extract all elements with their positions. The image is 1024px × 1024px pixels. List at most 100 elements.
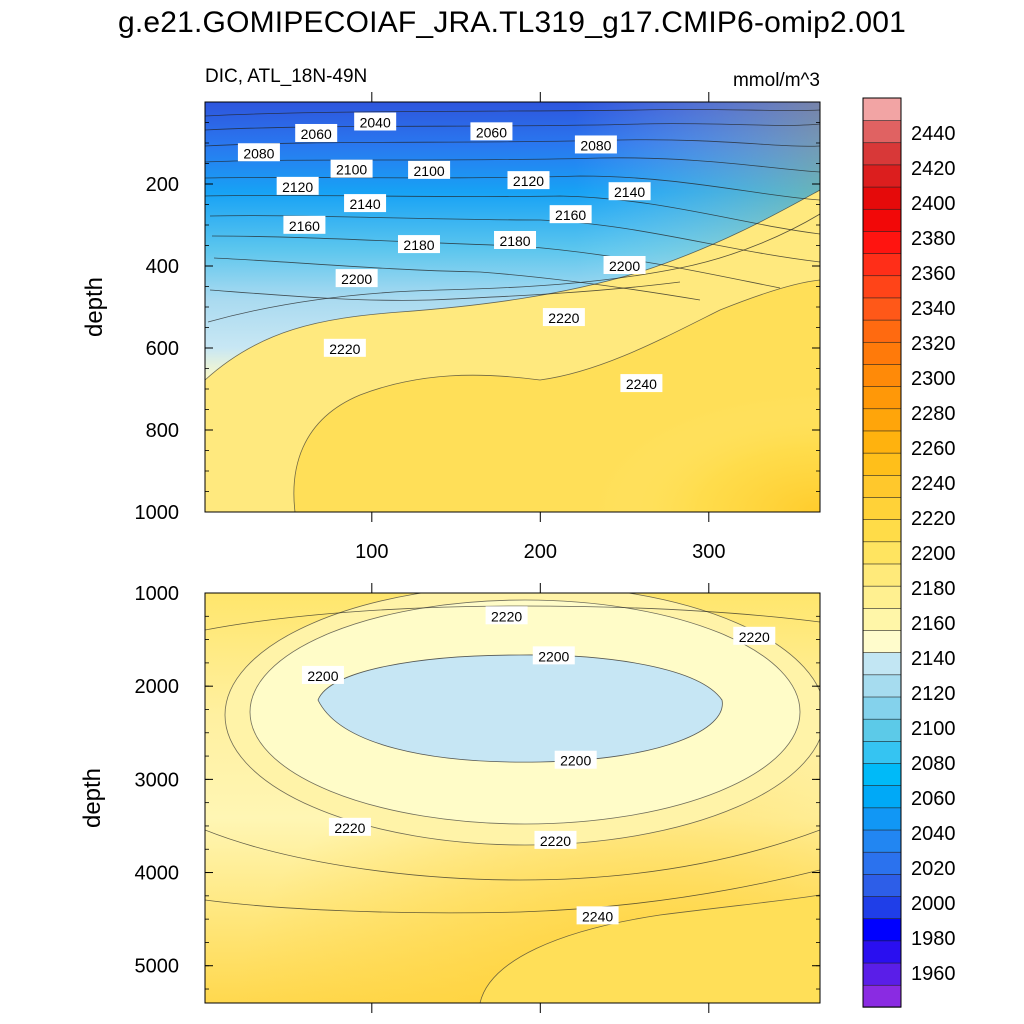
colorbar-box (862, 674, 902, 698)
colorbar-box (862, 740, 902, 764)
chart-title: g.e21.GOMIPECOIAF_JRA.TL319_g17.CMIP6-om… (117, 6, 907, 39)
y-tick-label: 200 (146, 174, 179, 196)
contour-label: 2220 (328, 817, 371, 836)
contour-label: 2140 (344, 194, 387, 213)
contour-label: 2100 (330, 159, 373, 178)
colorbar-box (862, 119, 902, 144)
contour-label-text: 2080 (580, 137, 611, 153)
colorbar-box (862, 607, 902, 631)
x-tick-label: 200 (524, 541, 557, 563)
colorbar-label: 2120 (911, 683, 956, 705)
contour-label: 2200 (532, 646, 575, 665)
units-label: mmol/m^3 (733, 70, 820, 91)
contour-label-text: 2240 (582, 908, 613, 924)
colorbar-box (862, 984, 902, 1008)
y-axis-label-upper: depth (81, 277, 108, 337)
y-tick-label: 400 (146, 256, 179, 278)
contour-label-text: 2120 (282, 179, 313, 195)
y-axis-label-lower: depth (79, 768, 106, 828)
y-tick-label: 600 (146, 338, 179, 360)
y-tick-label: 1000 (135, 502, 180, 524)
contour-label: 2220 (323, 338, 366, 357)
colorbar-box (862, 918, 902, 942)
colorbar-label: 2240 (911, 473, 956, 495)
contour-label: 2100 (408, 160, 451, 179)
upper-panel (204, 101, 821, 513)
colorbar-box (862, 696, 902, 720)
contour-label-text: 2140 (614, 184, 645, 200)
colorbar-label: 2340 (911, 298, 956, 320)
contour-label-text: 2180 (499, 233, 530, 249)
contour-label: 2220 (542, 308, 585, 327)
colorbar-box (862, 142, 902, 166)
colorbar-label: 1980 (911, 928, 956, 950)
lower-panel (204, 592, 821, 1004)
colorbar-label: 2020 (911, 858, 956, 880)
colorbar-label: 2440 (911, 123, 956, 145)
contour-label-text: 2140 (349, 196, 380, 212)
contour-label-text: 2120 (513, 173, 544, 189)
colorbar-box (862, 895, 902, 920)
contour-label: 2060 (470, 122, 513, 141)
colorbar-box (862, 873, 902, 897)
contour-label: 2180 (397, 235, 440, 254)
colorbar-box (862, 807, 902, 831)
colorbar-box (862, 474, 902, 498)
colorbar-label: 2260 (911, 438, 956, 460)
lower-plot-frame (204, 592, 821, 1004)
y-tick-label: 4000 (135, 863, 180, 885)
upper-contour-lines (205, 109, 820, 323)
colorbar-box (862, 541, 902, 565)
colorbar-box (862, 496, 902, 520)
colorbar-label: 2380 (911, 228, 956, 250)
contour-label-text: 2200 (538, 648, 569, 664)
y-tick-label: 5000 (135, 956, 180, 978)
contour-2240-lower (479, 894, 820, 1003)
colorbar-label: 2080 (911, 753, 956, 775)
subtitle-left: DIC, ATL_18N-49N (205, 66, 367, 87)
colorbar-box (862, 829, 902, 853)
contour-label-text: 2160 (289, 218, 320, 234)
colorbar-box (862, 962, 902, 986)
colorbar-box (862, 252, 902, 277)
colorbar-box (862, 784, 902, 809)
contour-label: 2120 (276, 176, 319, 195)
contour-label-text: 2200 (609, 258, 640, 274)
contour-label: 2240 (576, 906, 619, 925)
x-tick-label: 100 (355, 541, 388, 563)
contour-label: 2240 (620, 374, 663, 393)
contour-label-text: 2240 (626, 376, 657, 392)
contour-label: 2220 (534, 830, 577, 849)
colorbar-label: 2180 (911, 578, 956, 600)
colorbar-box (862, 208, 902, 232)
colorbar-box (862, 275, 902, 299)
contour-label-text: 2200 (307, 668, 338, 684)
contour-label: 2220 (485, 606, 528, 625)
contour-label-text: 2220 (540, 833, 571, 849)
contour-label-text: 2100 (336, 162, 367, 178)
contour-label: 2080 (237, 143, 280, 162)
colorbar-label: 2220 (911, 508, 956, 530)
contour-label-text: 2220 (548, 310, 579, 326)
contour-label-text: 2220 (739, 629, 770, 645)
contour-label: 2200 (603, 256, 646, 274)
colorbar-box (862, 319, 902, 343)
y-tick-label: 3000 (135, 769, 180, 791)
colorbar-label: 2400 (911, 193, 956, 215)
colorbar-label: 2140 (911, 648, 956, 670)
contour-label-text: 2100 (414, 163, 445, 179)
contour-label: 2080 (574, 135, 617, 154)
colorbar-label: 2040 (911, 823, 956, 845)
colorbar-box (862, 341, 902, 365)
colorbar-label: 2360 (911, 263, 956, 285)
contour-label-text: 2180 (403, 237, 434, 253)
colorbar-box (862, 585, 902, 609)
colorbar-label: 2300 (911, 368, 956, 390)
colorbar-box (862, 297, 902, 321)
contour-label: 2060 (295, 123, 338, 142)
colorbar-label: 2200 (911, 543, 956, 565)
y-tick-label: 1000 (135, 583, 180, 605)
colorbar-box (862, 430, 902, 454)
colorbar-box (862, 651, 902, 676)
